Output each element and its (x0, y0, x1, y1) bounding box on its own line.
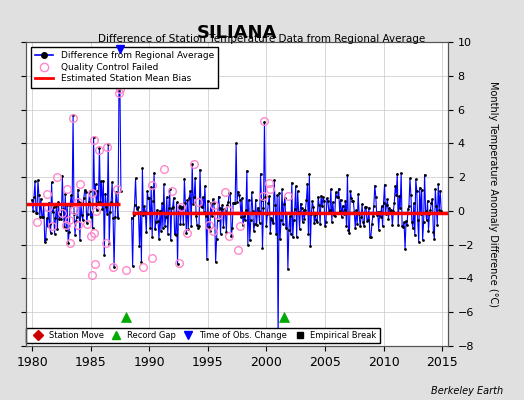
Y-axis label: Monthly Temperature Anomaly Difference (°C): Monthly Temperature Anomaly Difference (… (488, 81, 498, 307)
Title: SILIANA: SILIANA (197, 24, 277, 42)
Text: Difference of Station Temperature Data from Regional Average: Difference of Station Temperature Data f… (99, 34, 425, 44)
Text: Berkeley Earth: Berkeley Earth (431, 386, 503, 396)
Legend: Station Move, Record Gap, Time of Obs. Change, Empirical Break: Station Move, Record Gap, Time of Obs. C… (26, 328, 380, 343)
